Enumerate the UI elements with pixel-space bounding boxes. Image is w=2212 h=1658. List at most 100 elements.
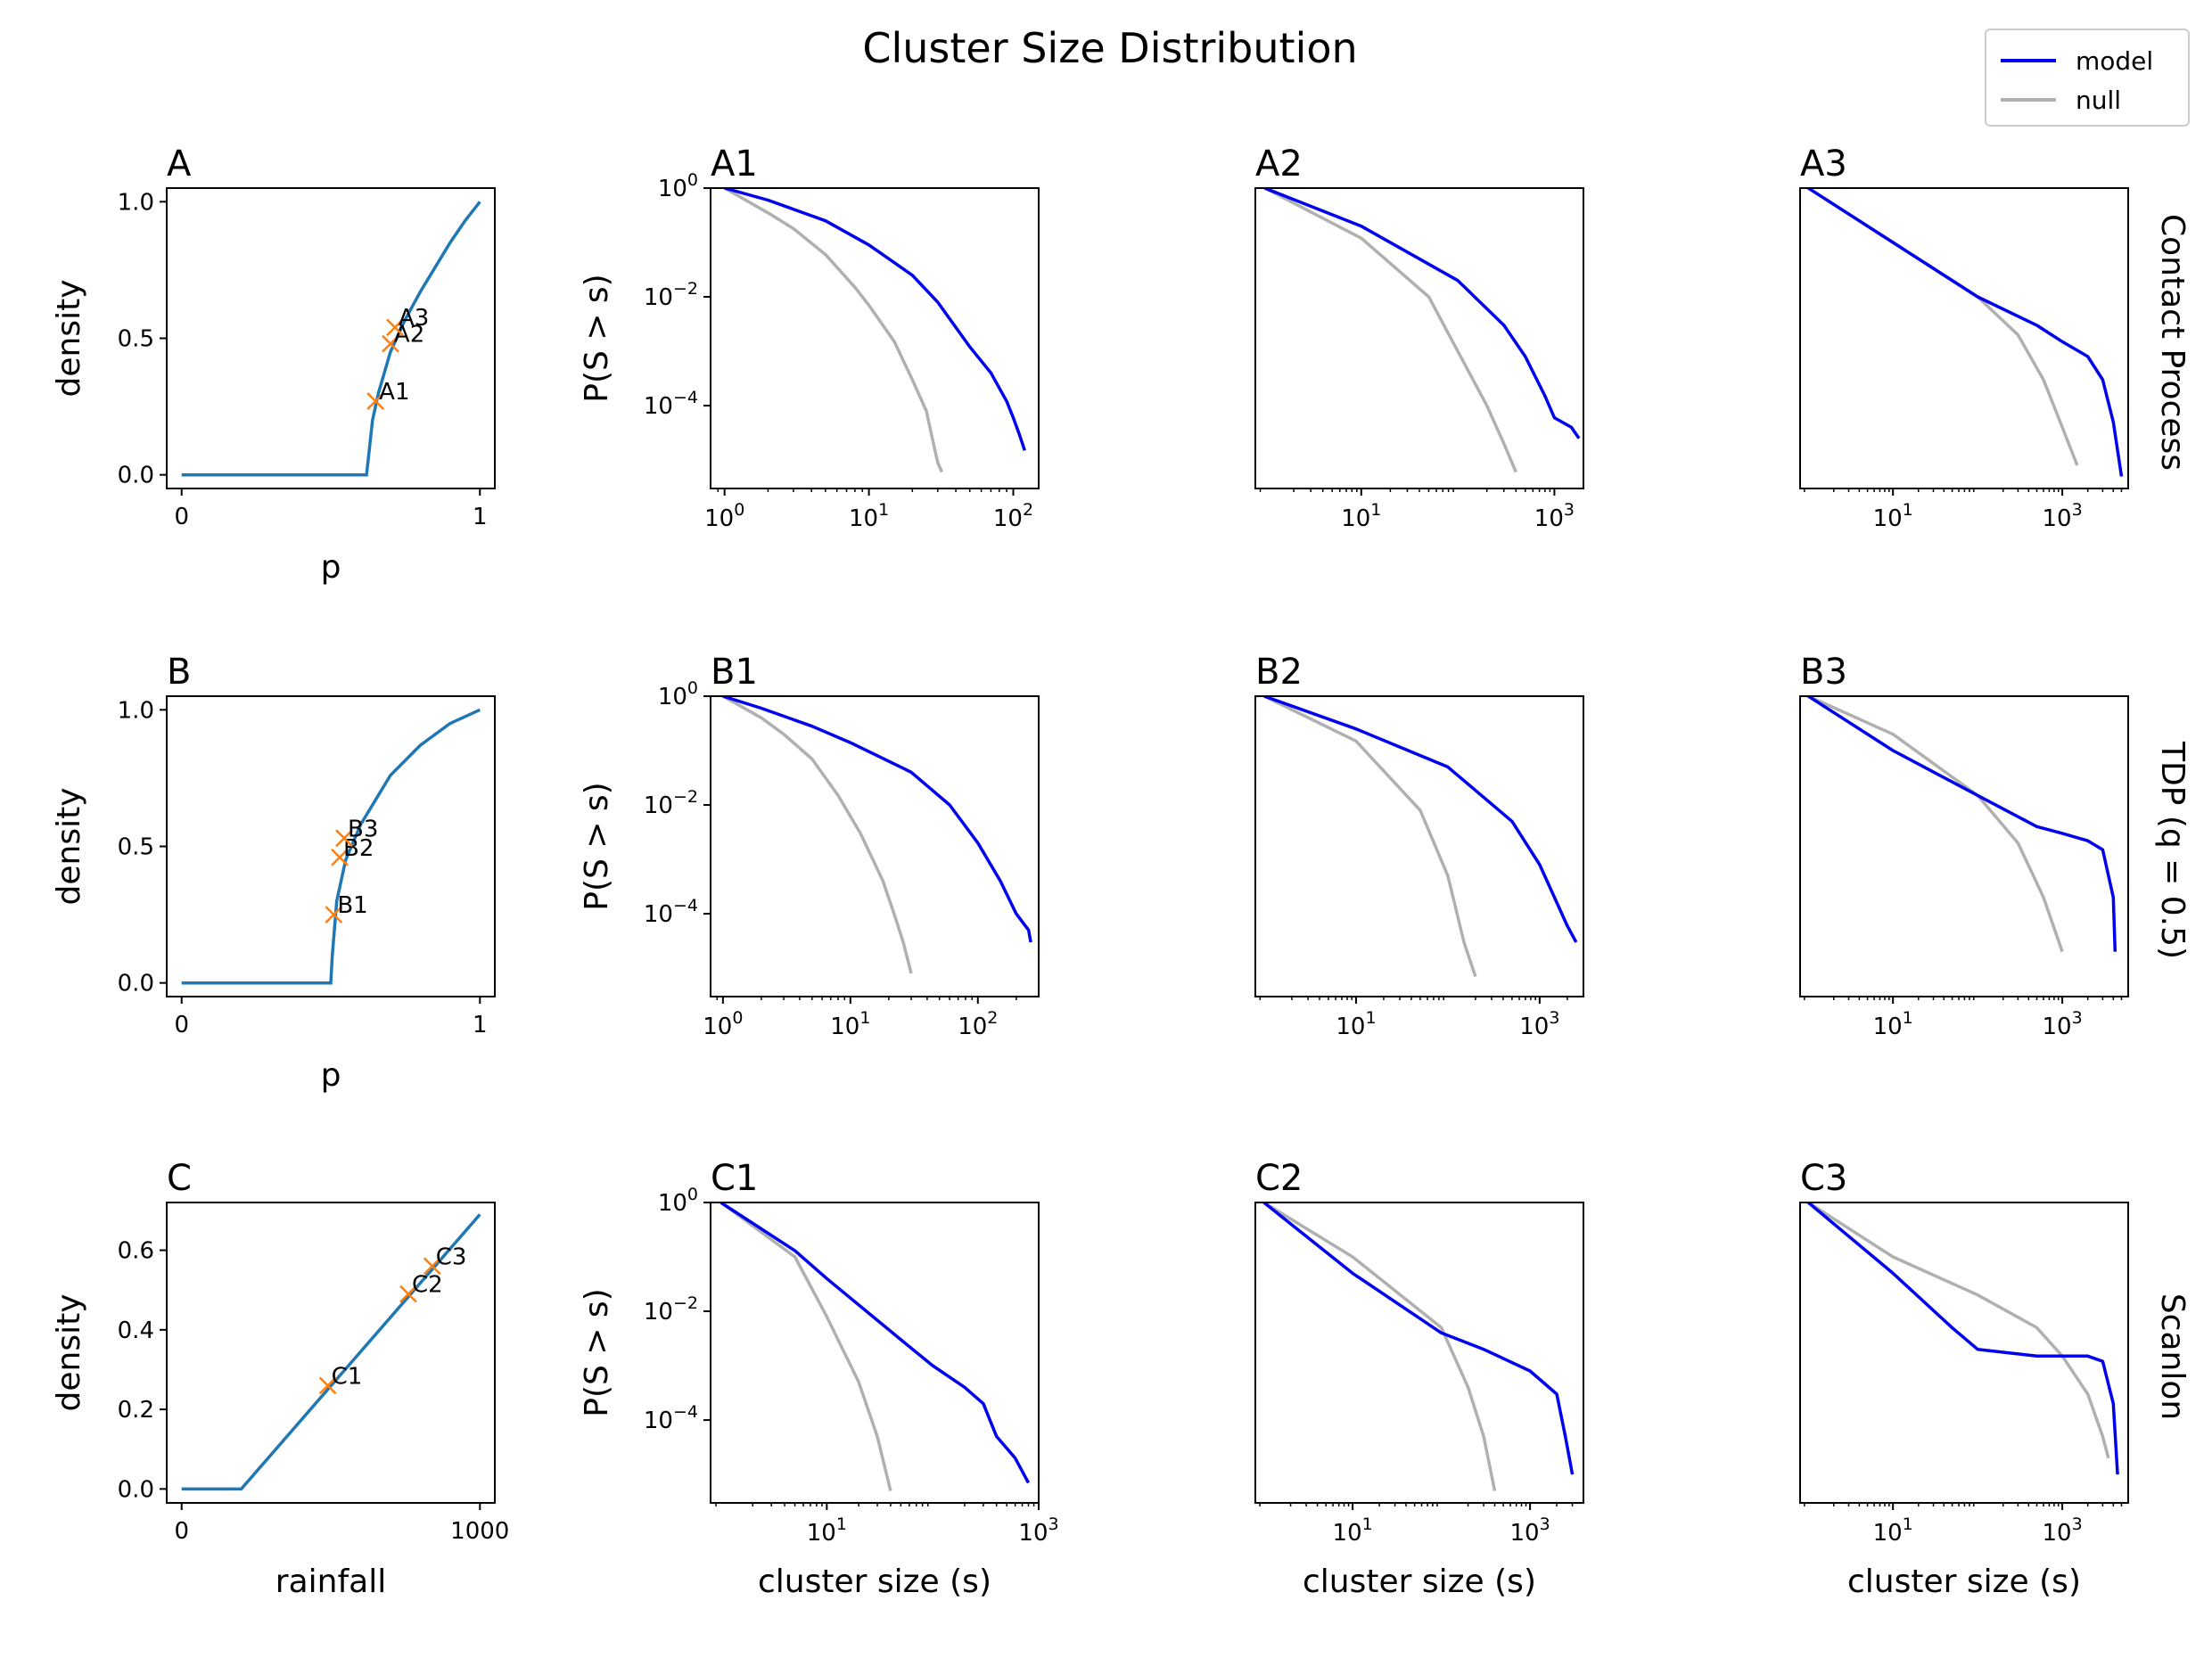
series-null-A1 bbox=[723, 188, 944, 473]
panel-C1: C1 101 103 100 10−2 10−4 cluster size (s) P(S >… bbox=[579, 1158, 1059, 1600]
legend-entry-null: null bbox=[2001, 82, 2121, 118]
marker-label-A3: A3 bbox=[399, 305, 429, 332]
marker-label-B2: B2 bbox=[343, 835, 374, 862]
panel-A1: A1 100 101 102 100 10−2 10−4 P(S > s) bbox=[579, 144, 1040, 532]
series-model-B2 bbox=[1263, 696, 1578, 943]
x-axis-label-C1: cluster size (s) bbox=[758, 1564, 991, 1600]
series-null-C1 bbox=[720, 1202, 892, 1491]
x-tick-label-A3-0: 101 bbox=[1873, 500, 1913, 532]
legend-label-model: model bbox=[2076, 45, 2154, 76]
panel-title-A3: A3 bbox=[1800, 144, 1847, 185]
marker-B2 bbox=[331, 848, 349, 866]
x-axis-label-C3: cluster size (s) bbox=[1847, 1564, 2081, 1600]
plot-area-A1 bbox=[723, 188, 1026, 473]
panel-title-A1: A1 bbox=[711, 144, 758, 185]
panel-title-C1: C1 bbox=[711, 1158, 758, 1199]
panel-C2: C2 101 103 cluster size (s) bbox=[1254, 1158, 1584, 1600]
panel-B3: B3 101 103 bbox=[1799, 652, 2129, 1040]
series-model-A3 bbox=[1807, 188, 2124, 477]
y-tick-label-B1-2: 10−4 bbox=[644, 896, 698, 928]
x-tick-label-B2-0: 101 bbox=[1336, 1008, 1376, 1040]
density-curve-B bbox=[181, 708, 481, 985]
y-tick-label-C1-0: 100 bbox=[658, 1185, 698, 1217]
panel-title-B2: B2 bbox=[1255, 652, 1303, 693]
panel-A3: A3 101 103 bbox=[1799, 144, 2129, 532]
series-null-C2 bbox=[1262, 1202, 1497, 1491]
axes-frame-A bbox=[166, 187, 496, 489]
series-model-B1 bbox=[722, 696, 1032, 943]
x-tick-label-B2-1: 103 bbox=[1519, 1008, 1559, 1040]
axes-frame-B1 bbox=[710, 695, 1040, 997]
y-tick-label-B1-0: 100 bbox=[658, 678, 698, 710]
x-axis-label-C2: cluster size (s) bbox=[1303, 1564, 1536, 1600]
y-tick-label-C-0: 0.0 bbox=[118, 1476, 154, 1503]
series-model-B3 bbox=[1807, 696, 2117, 952]
axes-frame-A3 bbox=[1799, 187, 2129, 489]
x-tick-label-A2-1: 103 bbox=[1534, 500, 1575, 532]
y-tick-label-A1-2: 10−4 bbox=[644, 388, 698, 420]
axes-frame-A2 bbox=[1254, 187, 1584, 489]
panel-B1: B1 100 101 102 100 10−2 10−4 P(S > s) bbox=[579, 652, 1040, 1040]
x-tick-label-B-1: 1 bbox=[473, 1012, 488, 1038]
panel-title-B3: B3 bbox=[1800, 652, 1847, 693]
plot-area-A2 bbox=[1263, 188, 1581, 473]
x-tick-label-B3-0: 101 bbox=[1873, 1008, 1913, 1040]
panel-A2: A2 101 103 bbox=[1254, 144, 1584, 532]
legend: model null bbox=[1985, 29, 2190, 127]
y-axis-label-A: density bbox=[51, 280, 87, 398]
x-axis-label-A: p bbox=[321, 549, 341, 586]
panel-B2: B2 101 103 bbox=[1254, 652, 1584, 1040]
x-tick-label-C1-0: 101 bbox=[807, 1514, 847, 1547]
legend-swatch-null bbox=[2001, 98, 2056, 102]
legend-entry-model: model bbox=[2001, 43, 2153, 78]
row-label-1: TDP (q = 0.5) bbox=[2154, 741, 2191, 959]
marker-label-C1: C1 bbox=[332, 1363, 363, 1390]
axes-frame-C bbox=[166, 1202, 496, 1504]
y-tick-label-A1-1: 10−2 bbox=[644, 279, 698, 311]
y-axis-label-C1: P(S > s) bbox=[579, 1288, 615, 1416]
y-axis-label-B1: P(S > s) bbox=[579, 782, 615, 910]
axes-frame-B3 bbox=[1799, 695, 2129, 997]
y-tick-label-C1-2: 10−4 bbox=[644, 1402, 698, 1434]
plot-area-B3 bbox=[1807, 696, 2117, 953]
plot-area-C1 bbox=[720, 1202, 1031, 1491]
x-tick-label-C1-1: 103 bbox=[1018, 1514, 1058, 1547]
plot-area-B2 bbox=[1263, 696, 1578, 978]
x-tick-label-B3-1: 103 bbox=[2043, 1008, 2083, 1040]
x-axis-label-C: rainfall bbox=[275, 1564, 386, 1600]
y-tick-label-A-1: 0.5 bbox=[118, 326, 154, 353]
x-tick-label-C3-1: 103 bbox=[2043, 1514, 2083, 1547]
y-tick-label-C1-1: 10−2 bbox=[644, 1293, 698, 1326]
y-tick-label-C-1: 0.2 bbox=[118, 1397, 154, 1424]
x-tick-label-A-1: 1 bbox=[473, 504, 488, 530]
x-tick-label-A2-0: 101 bbox=[1341, 500, 1381, 532]
y-tick-label-A-0: 0.0 bbox=[118, 463, 154, 489]
y-tick-label-B-1: 0.5 bbox=[118, 834, 154, 861]
series-null-B3 bbox=[1807, 696, 2064, 953]
marker-A2 bbox=[382, 334, 399, 353]
y-tick-label-A-2: 1.0 bbox=[118, 189, 154, 216]
x-tick-label-B1-0: 100 bbox=[703, 1008, 743, 1040]
axes-frame-C1 bbox=[710, 1202, 1040, 1504]
marker-B1 bbox=[325, 906, 343, 923]
x-tick-label-A1-0: 100 bbox=[704, 500, 744, 532]
y-tick-label-C-2: 0.4 bbox=[118, 1317, 154, 1344]
x-tick-label-B1-1: 101 bbox=[830, 1008, 870, 1040]
x-tick-label-B1-2: 102 bbox=[958, 1008, 998, 1040]
plot-area-C3 bbox=[1807, 1202, 2119, 1475]
x-tick-label-A3-1: 103 bbox=[2043, 500, 2083, 532]
panel-title-C: C bbox=[167, 1158, 192, 1199]
marker-A1 bbox=[366, 392, 385, 410]
x-tick-label-A1-2: 102 bbox=[993, 500, 1033, 532]
panel-title-B: B bbox=[167, 652, 191, 693]
legend-label-null: null bbox=[2076, 85, 2122, 115]
marker-C1 bbox=[318, 1376, 337, 1395]
axes-frame-C3 bbox=[1799, 1202, 2129, 1504]
panel-title-C3: C3 bbox=[1800, 1158, 1847, 1199]
plot-area-C2 bbox=[1262, 1202, 1575, 1491]
series-null-B2 bbox=[1263, 696, 1477, 978]
y-tick-label-B-2: 1.0 bbox=[118, 697, 154, 724]
legend-swatch-model bbox=[2001, 59, 2056, 62]
